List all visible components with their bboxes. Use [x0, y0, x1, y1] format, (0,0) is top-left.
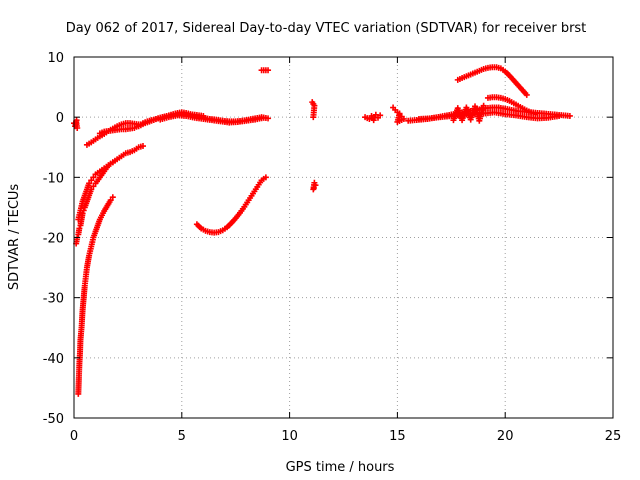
- x-axis-label: GPS time / hours: [286, 460, 395, 475]
- data-point: [139, 143, 146, 150]
- data-point: [556, 112, 563, 119]
- data-point: [377, 112, 384, 119]
- y-tick-label: 0: [56, 111, 64, 126]
- y-tick-label: -20: [43, 232, 64, 247]
- data-point: [90, 174, 97, 181]
- x-tick-label: 10: [281, 429, 298, 444]
- data-point: [523, 91, 530, 98]
- data-points: [71, 64, 573, 397]
- x-tick-label: 25: [605, 429, 622, 444]
- chart-title: Day 062 of 2017, Sidereal Day-to-day VTE…: [66, 21, 587, 36]
- x-tick-label: 0: [70, 429, 78, 444]
- data-point: [109, 194, 116, 201]
- data-point: [107, 197, 114, 204]
- data-point: [366, 115, 373, 122]
- x-tick-label: 5: [178, 429, 186, 444]
- data-point: [90, 183, 97, 190]
- data-point: [76, 225, 83, 232]
- x-tick-label: 15: [389, 429, 406, 444]
- y-tick-label: -40: [43, 352, 64, 367]
- data-point: [480, 102, 487, 109]
- data-point: [88, 177, 95, 184]
- data-point: [532, 111, 539, 118]
- data-point: [260, 114, 267, 121]
- data-point: [73, 117, 80, 124]
- y-tick-label: -10: [43, 171, 64, 186]
- data-point: [310, 114, 317, 121]
- grid-lines: [74, 57, 613, 418]
- data-point: [396, 110, 403, 117]
- data-point: [109, 159, 116, 166]
- y-tick-label: -30: [43, 292, 64, 307]
- x-tick-label: 20: [497, 429, 514, 444]
- data-point: [262, 174, 269, 181]
- y-tick-label: 10: [47, 51, 64, 66]
- data-point: [310, 186, 317, 193]
- axis-ticks: 0 5 10 15 20 25 -50 -40 -30 -20 -10 0 10: [43, 51, 622, 444]
- y-tick-label: -50: [43, 412, 64, 427]
- data-point: [265, 67, 272, 74]
- y-axis-label: SDTVAR / TECUs: [7, 184, 22, 291]
- data-point: [566, 112, 573, 119]
- data-point: [86, 180, 93, 187]
- data-point: [74, 124, 81, 131]
